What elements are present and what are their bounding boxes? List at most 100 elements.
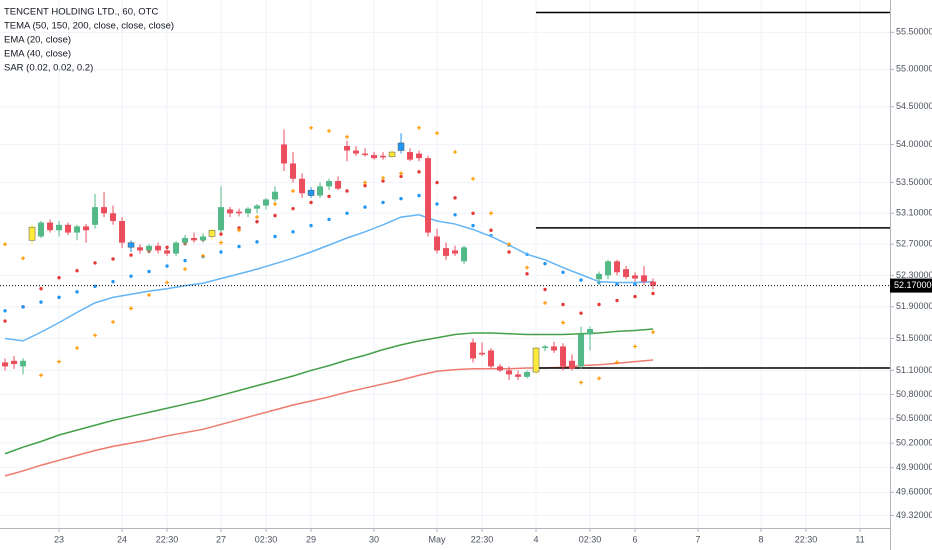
y-tick-label: 52.300000 <box>896 270 932 280</box>
indicator-dot <box>309 200 313 205</box>
y-tick-label: 54.500000 <box>896 101 932 111</box>
legend-entry: SAR (0.02, 0.02, 0.2) <box>4 63 93 74</box>
indicator-dot <box>255 240 259 244</box>
indicator-dot <box>129 253 133 257</box>
candle-body <box>38 222 45 237</box>
grid <box>0 0 890 528</box>
indicator-dot <box>543 261 547 266</box>
chart-title: TENCENT HOLDING LTD., 60, OTC <box>4 7 158 18</box>
indicator-dot <box>417 170 421 174</box>
indicator-dot <box>291 230 295 234</box>
candle-body <box>173 242 180 254</box>
indicator-dot <box>291 206 295 211</box>
y-tick-label: 50.500000 <box>896 413 932 423</box>
sar-cross <box>75 346 80 351</box>
candle-body <box>353 150 360 154</box>
candle-body <box>461 247 468 262</box>
indicator-dot <box>363 205 367 209</box>
sar-cross <box>237 228 242 233</box>
plot-area <box>0 11 890 477</box>
x-tick-label: 4 <box>534 534 539 544</box>
indicator-dot <box>561 302 565 307</box>
indicator-dot <box>3 309 7 313</box>
candle-body <box>47 222 54 231</box>
y-tick-label: 49.600000 <box>896 487 932 497</box>
y-tick-label: 54.000000 <box>896 139 932 149</box>
candle-body <box>614 261 621 273</box>
candle-body <box>362 153 369 156</box>
candle-body <box>587 328 594 335</box>
indicator-dot <box>579 311 583 315</box>
sar-cross <box>147 293 152 298</box>
indicator-dot <box>345 211 349 215</box>
sar-cross <box>363 180 368 185</box>
indicator-line <box>4 328 654 455</box>
sar-cross <box>561 320 566 325</box>
candle-body <box>641 275 648 282</box>
x-tick-label: 02:30 <box>579 534 602 544</box>
candle-body <box>371 155 378 159</box>
candle-body <box>182 238 189 243</box>
candle-body <box>20 360 27 367</box>
candle-body <box>263 199 270 206</box>
legend-entry: EMA (20, close) <box>4 35 71 46</box>
indicator-dot <box>21 305 25 309</box>
indicator-dot <box>615 298 619 303</box>
sar-cross <box>57 359 62 364</box>
candle-body <box>254 205 261 209</box>
y-tick-label: 50.800000 <box>896 389 932 399</box>
candle-body <box>335 181 342 189</box>
candle-body <box>497 366 504 371</box>
indicator-dot <box>579 278 583 282</box>
candle-body <box>272 191 279 200</box>
sar-cross <box>345 134 350 139</box>
candle-body <box>137 247 144 251</box>
y-tick-label: 51.100000 <box>896 365 932 375</box>
sar-cross <box>543 300 548 305</box>
sar-cross <box>111 319 116 324</box>
indicator-dot <box>381 200 385 205</box>
x-tick-label: 22:30 <box>471 534 494 544</box>
legend: TENCENT HOLDING LTD., 60, OTC TEMA (50, … <box>4 7 174 74</box>
sar-cross <box>651 330 656 335</box>
candle-body <box>200 236 207 241</box>
sar-cross <box>525 265 530 270</box>
candle-body <box>578 334 585 367</box>
indicator-dot <box>597 302 601 307</box>
indicator-dot <box>129 274 133 278</box>
sar-cross <box>183 267 188 272</box>
indicator-dot <box>489 228 493 232</box>
indicator-dot <box>363 183 367 188</box>
candle-body <box>596 273 603 280</box>
sar-cross <box>615 360 620 365</box>
x-tick-label: 6 <box>633 534 638 544</box>
sar-cross <box>93 333 98 338</box>
candle-body <box>632 275 639 279</box>
indicator-dot <box>75 290 79 294</box>
indicator-dot <box>345 189 349 193</box>
candle-body <box>2 362 9 367</box>
candle-body <box>560 346 567 367</box>
candle-body <box>92 207 99 225</box>
y-tick-label: 55.500000 <box>896 27 932 37</box>
candle-body <box>407 152 414 160</box>
candle-body <box>443 248 450 256</box>
y-tick-label: 50.200000 <box>896 438 932 448</box>
y-tick-label: 53.100000 <box>896 208 932 218</box>
candle-body <box>344 145 351 151</box>
x-tick-label: 02:30 <box>255 534 278 544</box>
candle-body <box>74 226 81 233</box>
y-tick-label: 51.900000 <box>896 301 932 311</box>
x-tick-label: 29 <box>306 534 316 544</box>
sar-cross <box>435 131 440 136</box>
candle-body <box>164 250 171 254</box>
candle-body <box>388 151 396 157</box>
indicator-dot <box>327 194 331 199</box>
candle-body <box>83 226 90 231</box>
sar-cross <box>291 188 296 193</box>
candle-body <box>317 186 324 196</box>
indicator-dot <box>327 217 331 222</box>
indicator-dot <box>219 250 223 254</box>
candle-body <box>479 352 486 355</box>
